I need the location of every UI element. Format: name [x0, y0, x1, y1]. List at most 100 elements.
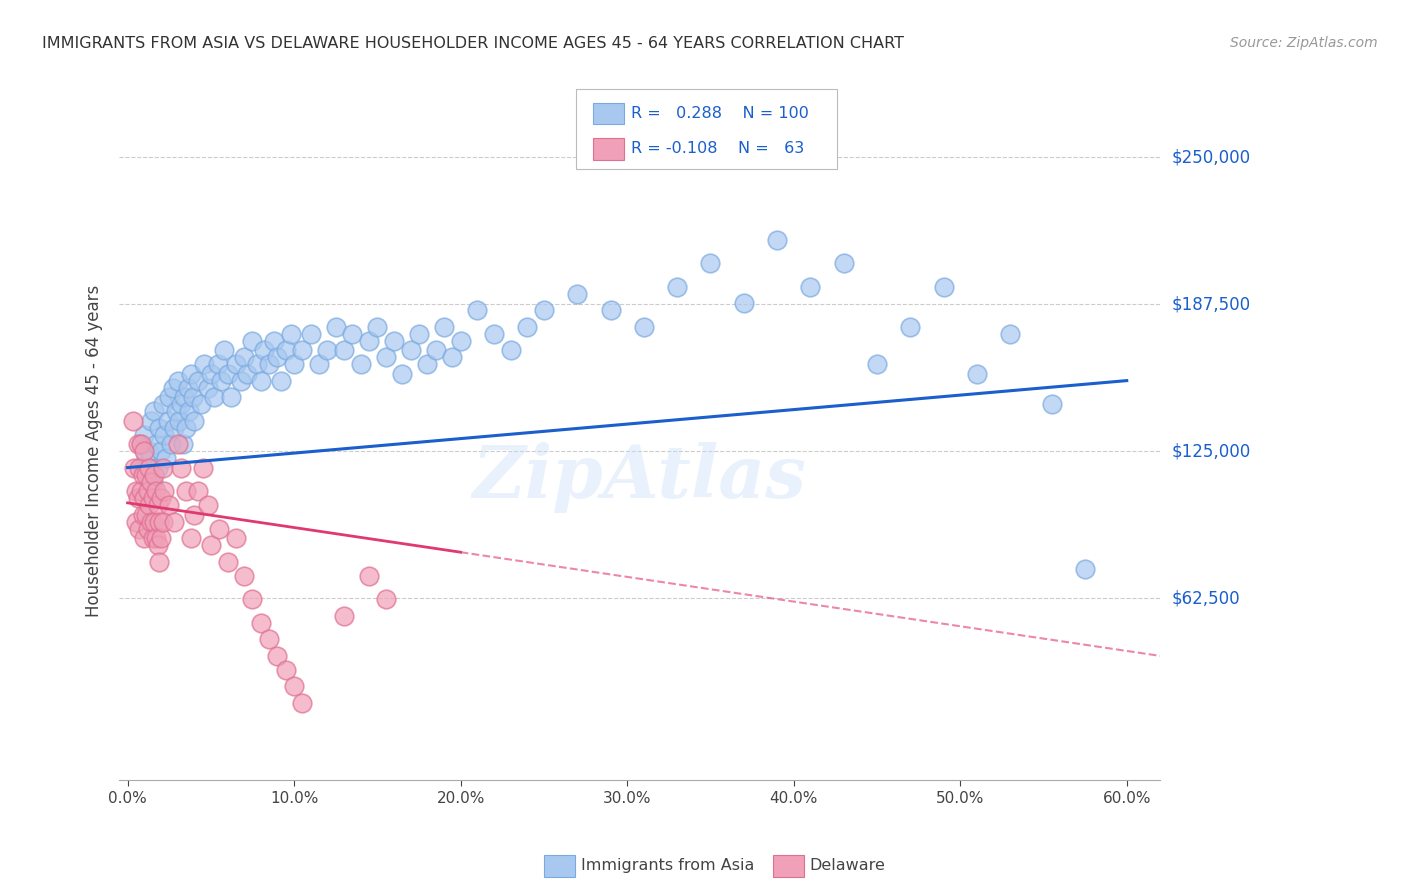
- Text: R =   0.288    N = 100: R = 0.288 N = 100: [631, 106, 810, 120]
- Point: [799, 279, 821, 293]
- Point: [399, 343, 422, 357]
- Point: [270, 374, 292, 388]
- Point: [257, 632, 280, 647]
- Point: [142, 475, 165, 489]
- Point: [134, 427, 156, 442]
- Point: [131, 467, 153, 482]
- Point: [408, 326, 430, 341]
- Point: [441, 350, 464, 364]
- Point: [134, 491, 156, 505]
- Point: [932, 279, 955, 293]
- Point: [160, 437, 183, 451]
- Point: [217, 555, 239, 569]
- Point: [357, 334, 380, 348]
- Point: [173, 390, 195, 404]
- Point: [291, 696, 314, 710]
- Point: [212, 343, 235, 357]
- Point: [274, 663, 297, 677]
- Point: [148, 420, 170, 434]
- Point: [148, 515, 170, 529]
- Point: [342, 326, 364, 341]
- Point: [134, 531, 156, 545]
- Point: [138, 444, 160, 458]
- Point: [499, 343, 522, 357]
- Point: [425, 343, 447, 357]
- Point: [191, 460, 214, 475]
- Point: [183, 508, 205, 522]
- Point: [186, 374, 208, 388]
- Text: $125,000: $125,000: [1171, 442, 1250, 460]
- Point: [733, 296, 755, 310]
- Point: [266, 350, 288, 364]
- Point: [599, 303, 621, 318]
- Point: [127, 491, 149, 505]
- Text: R = -0.108    N =   63: R = -0.108 N = 63: [631, 142, 804, 156]
- Point: [308, 357, 330, 371]
- Point: [136, 484, 159, 499]
- Point: [250, 374, 273, 388]
- Point: [146, 460, 169, 475]
- Point: [291, 343, 314, 357]
- Point: [122, 460, 145, 475]
- Point: [163, 515, 186, 529]
- Point: [139, 515, 162, 529]
- Text: IMMIGRANTS FROM ASIA VS DELAWARE HOUSEHOLDER INCOME AGES 45 - 64 YEARS CORRELATI: IMMIGRANTS FROM ASIA VS DELAWARE HOUSEHO…: [42, 36, 904, 51]
- Point: [263, 334, 285, 348]
- Point: [274, 343, 297, 357]
- Text: Delaware: Delaware: [810, 858, 886, 872]
- Point: [208, 522, 231, 536]
- Point: [174, 484, 197, 499]
- Point: [197, 498, 219, 512]
- Point: [450, 334, 472, 348]
- Point: [299, 326, 322, 341]
- Point: [127, 437, 149, 451]
- Point: [172, 437, 194, 451]
- Point: [217, 367, 239, 381]
- Point: [170, 397, 193, 411]
- Point: [280, 326, 302, 341]
- Point: [242, 334, 264, 348]
- Point: [139, 413, 162, 427]
- Point: [998, 326, 1021, 341]
- Point: [146, 498, 169, 512]
- Point: [246, 357, 269, 371]
- Point: [155, 451, 177, 466]
- Point: [180, 367, 202, 381]
- Point: [143, 515, 166, 529]
- Point: [465, 303, 488, 318]
- Point: [139, 475, 162, 489]
- Point: [766, 233, 789, 247]
- Point: [153, 484, 176, 499]
- Point: [283, 357, 305, 371]
- Point: [699, 256, 721, 270]
- Y-axis label: Householder Income Ages 45 - 64 years: Householder Income Ages 45 - 64 years: [86, 285, 103, 617]
- Point: [153, 427, 176, 442]
- Point: [163, 420, 186, 434]
- Point: [516, 319, 538, 334]
- Text: Source: ZipAtlas.com: Source: ZipAtlas.com: [1230, 36, 1378, 50]
- Point: [1074, 562, 1097, 576]
- Point: [128, 460, 150, 475]
- Point: [152, 460, 174, 475]
- Point: [193, 357, 215, 371]
- Point: [633, 319, 655, 334]
- Point: [202, 390, 225, 404]
- Point: [149, 444, 172, 458]
- Point: [167, 413, 190, 427]
- Point: [197, 381, 219, 395]
- Point: [207, 357, 229, 371]
- Text: $62,500: $62,500: [1171, 589, 1240, 607]
- Point: [266, 648, 288, 663]
- Point: [200, 367, 222, 381]
- Point: [136, 522, 159, 536]
- Point: [433, 319, 456, 334]
- Point: [157, 390, 180, 404]
- Point: [142, 531, 165, 545]
- Point: [219, 390, 242, 404]
- Point: [166, 437, 188, 451]
- Point: [180, 531, 202, 545]
- Text: Immigrants from Asia: Immigrants from Asia: [581, 858, 754, 872]
- Point: [138, 498, 160, 512]
- Point: [898, 319, 921, 334]
- Point: [135, 467, 157, 482]
